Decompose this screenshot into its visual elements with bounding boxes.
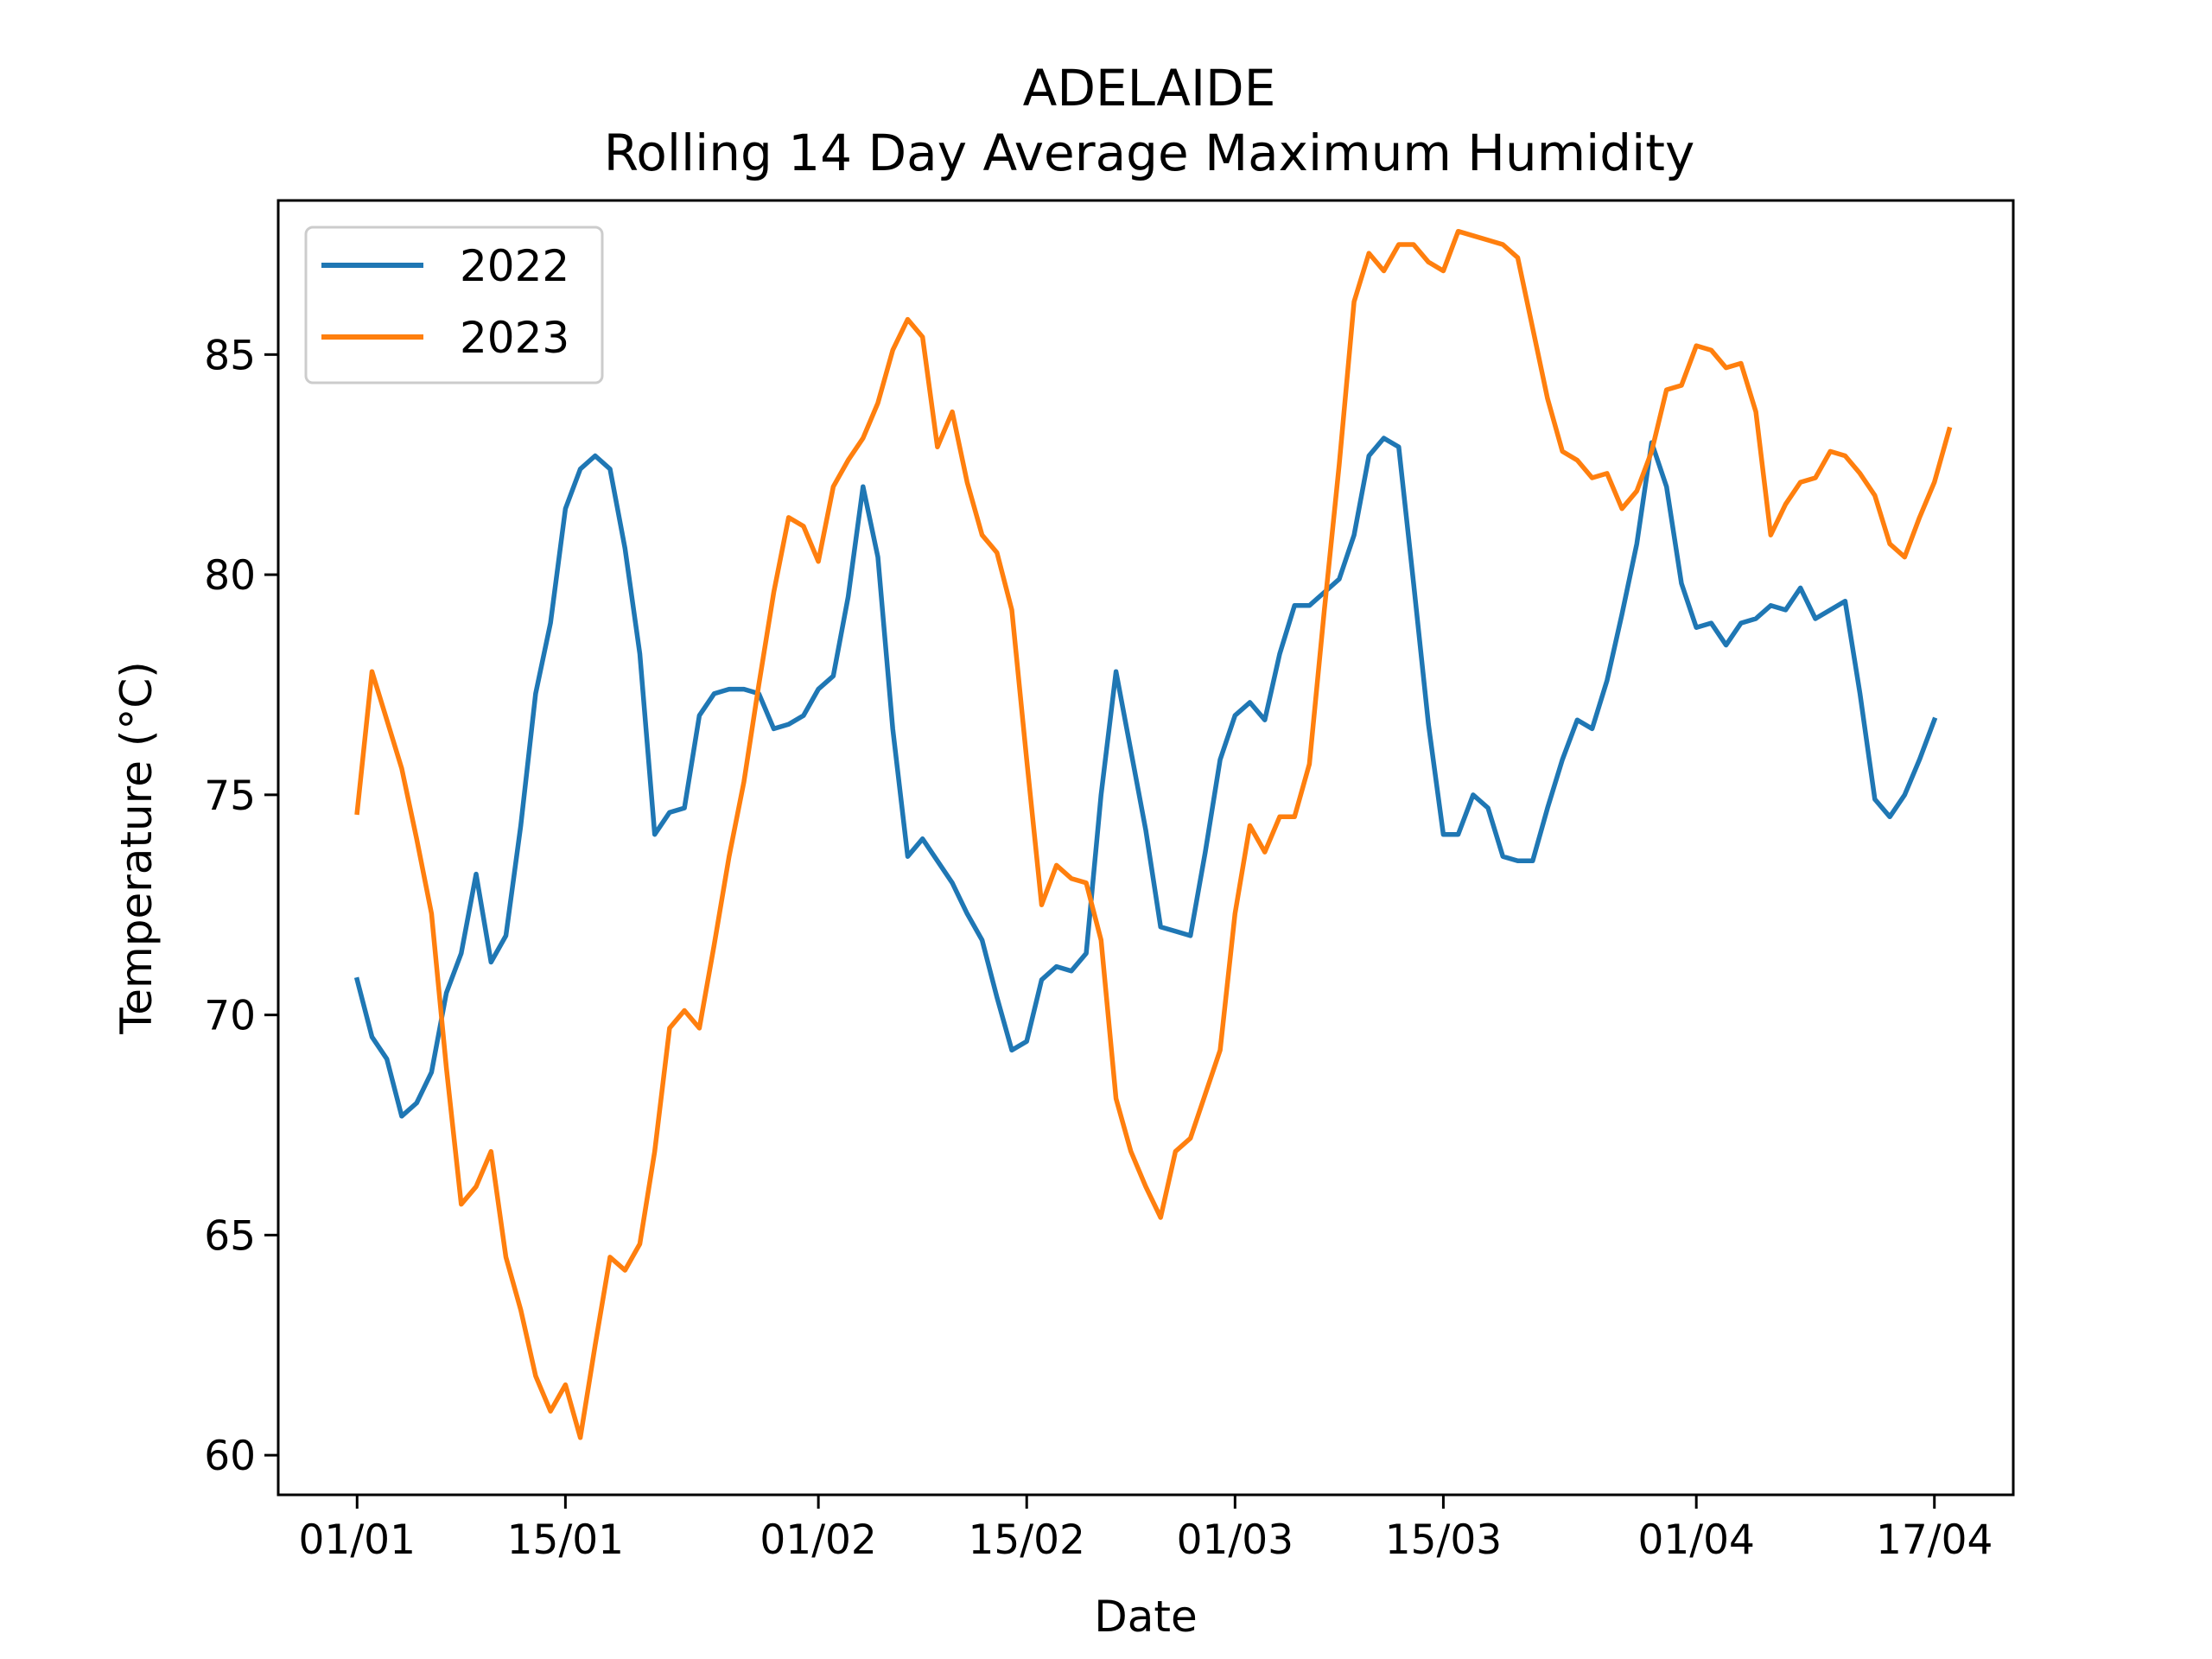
x-axis-label: Date <box>1094 1592 1198 1642</box>
x-tick-label: 17/04 <box>1876 1516 1993 1564</box>
x-tick-label: 01/01 <box>299 1516 416 1564</box>
x-tick-label: 01/02 <box>760 1516 876 1564</box>
series-line-2023 <box>354 228 1953 1440</box>
x-tick-label: 15/01 <box>507 1516 624 1564</box>
legend-label-2022: 2022 <box>460 241 569 291</box>
y-axis-ticks: 60 65 70 75 80 85 <box>204 332 278 1480</box>
series-lines <box>353 228 1953 1440</box>
chart-subtitle: Rolling 14 Day Average Maximum Humidity <box>604 124 1695 182</box>
plot-area <box>276 199 2015 1497</box>
y-tick-label: 65 <box>204 1212 256 1260</box>
x-axis-ticks: 01/01 15/01 01/02 15/02 01/03 15/03 01/04 17/04 <box>299 1495 1993 1564</box>
x-tick-label: 01/03 <box>1177 1516 1294 1564</box>
x-tick-label: 01/04 <box>1637 1516 1754 1564</box>
x-tick-label: 15/02 <box>969 1516 1085 1564</box>
legend-label-2023: 2023 <box>460 313 569 363</box>
series-line-2022 <box>353 435 1938 1119</box>
y-tick-label: 75 <box>204 772 256 820</box>
y-axis-label: Temperature (°C) <box>111 661 162 1035</box>
y-tick-label: 85 <box>204 332 256 379</box>
y-tick-label: 80 <box>204 552 256 600</box>
y-tick-label: 60 <box>204 1433 256 1480</box>
plot-frame <box>276 199 2015 1497</box>
legend: 2022 2023 <box>304 226 604 385</box>
chart-title: ADELAIDE <box>1023 59 1276 118</box>
y-tick-label: 70 <box>204 993 256 1040</box>
x-tick-label: 15/03 <box>1385 1516 1502 1564</box>
